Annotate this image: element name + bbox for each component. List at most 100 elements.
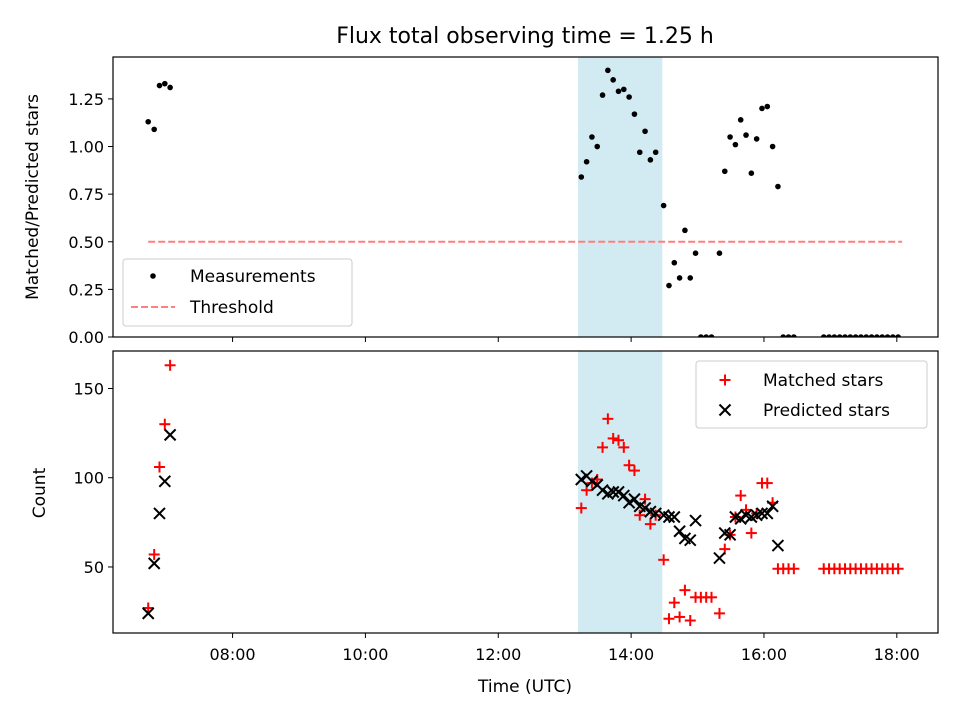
- top-y-axis-label: Matched/Predicted stars: [23, 94, 43, 300]
- predicted-point-30-b: [729, 510, 742, 524]
- bottom-axes-frame: [112, 350, 939, 634]
- measurement-point-47: [831, 334, 838, 337]
- measurement-point-43: [785, 334, 792, 337]
- predicted-point-5-b: [575, 473, 588, 486]
- predicted-point-21-b: [662, 510, 676, 524]
- measurement-point-49: [842, 334, 848, 337]
- measurement-point-28: [703, 334, 709, 337]
- measurement-point-21: [666, 282, 672, 289]
- predicted-point-11: [606, 485, 620, 499]
- legend-measurements-marker: [150, 273, 156, 279]
- measurement-point-14: [626, 94, 632, 100]
- predicted-point-1: [147, 557, 161, 570]
- matched-point-5: [575, 502, 587, 514]
- predicted-point-4-b: [163, 428, 177, 442]
- predicted-point-22: [668, 510, 681, 524]
- predicted-point-1-b: [147, 557, 161, 570]
- predicted-point-27-b: [713, 551, 726, 565]
- predicted-point-0-b: [141, 607, 155, 620]
- matched-point-10: [602, 413, 614, 425]
- legend-predicted-marker-b: [718, 403, 732, 417]
- predicted-point-24-b: [678, 532, 692, 545]
- predicted-point-4: [163, 428, 177, 442]
- measurement-point-26: [692, 250, 699, 256]
- predicted-point-7-b: [585, 475, 599, 488]
- measurement-point-44: [791, 334, 797, 337]
- top-y-tick-label-5: 1.25: [68, 90, 104, 109]
- measurement-point-8: [594, 143, 601, 150]
- bottom-y-tick-label-0: 50: [84, 558, 104, 577]
- measurement-point-56: [879, 334, 886, 337]
- predicted-point-5: [575, 473, 588, 486]
- predicted-point-35-b: [755, 507, 769, 520]
- matched-point-11: [607, 432, 619, 444]
- legend-predicted-label: Predicted stars: [763, 401, 890, 421]
- predicted-point-28-b: [718, 526, 731, 540]
- predicted-point-23: [673, 525, 686, 538]
- legend-matched-label: Matched stars: [763, 371, 883, 391]
- x-axis-label: Time (UTC): [477, 677, 572, 697]
- matched-point-16: [634, 509, 646, 521]
- predicted-point-25: [684, 533, 697, 547]
- predicted-point-16-b: [633, 500, 646, 513]
- predicted-point-14: [622, 496, 636, 509]
- matched-point-59: [892, 563, 904, 575]
- predicted-point-38-b: [771, 539, 785, 552]
- matched-point-1: [148, 548, 160, 560]
- predicted-point-26: [689, 514, 702, 527]
- matched-point-19: [650, 509, 662, 521]
- measurement-point-2: [156, 82, 163, 89]
- measurement-point-12: [615, 88, 622, 95]
- measurement-point-31: [721, 168, 728, 175]
- matched-point-29: [705, 591, 717, 603]
- bottom-x-tick-label-5: 18:00: [874, 645, 920, 664]
- measurement-point-32: [727, 134, 733, 140]
- predicted-point-20-b: [657, 508, 670, 522]
- measurement-point-45: [820, 334, 827, 337]
- top-axes-frame: [112, 56, 939, 338]
- measurement-point-42: [780, 334, 787, 337]
- predicted-point-9: [596, 484, 609, 497]
- predicted-point-27: [713, 551, 726, 565]
- measurement-point-33: [732, 141, 739, 148]
- measurement-point-58: [890, 334, 896, 337]
- matched-point-39: [761, 477, 773, 489]
- matched-point-15: [628, 465, 640, 477]
- measurement-point-19: [652, 149, 659, 156]
- matched-point-18: [644, 518, 656, 530]
- bottom-x-tick-label-3: 14:00: [608, 645, 654, 664]
- matched-point-9: [597, 441, 609, 453]
- measurement-point-4: [167, 84, 173, 91]
- matched-point-25: [684, 615, 696, 627]
- measurement-point-51: [852, 334, 859, 337]
- predicted-point-38: [771, 539, 785, 552]
- measurement-point-59: [895, 334, 901, 337]
- predicted-point-31-b: [734, 512, 747, 525]
- measurement-point-0: [145, 118, 152, 125]
- predicted-point-15-b: [628, 492, 641, 506]
- measurement-point-52: [858, 334, 864, 337]
- measurement-point-54: [868, 334, 875, 337]
- top-panel: Matched/Predicted stars 0.00 0.25 0.50 0.75…: [23, 56, 939, 347]
- measurement-point-53: [863, 334, 870, 337]
- legend-matched-marker: [719, 374, 731, 386]
- predicted-point-32-b: [739, 508, 753, 522]
- bottom-x-tick-label-1: 10:00: [342, 645, 388, 664]
- predicted-point-36-b: [761, 507, 774, 520]
- matched-point-21: [663, 613, 675, 625]
- matched-point-36: [745, 527, 757, 539]
- predicted-point-37: [766, 500, 779, 513]
- predicted-stars-series: [141, 428, 785, 620]
- measurement-point-10: [605, 67, 611, 74]
- chart-title: Flux total observing time = 1.25 h: [336, 24, 714, 49]
- matched-point-34: [735, 490, 747, 502]
- measurement-point-34: [737, 117, 744, 123]
- measurement-point-20: [660, 202, 667, 209]
- bottom-x-tick-label-2: 12:00: [475, 645, 521, 664]
- predicted-point-11-b: [606, 485, 620, 499]
- matched-point-22: [668, 597, 680, 609]
- measurement-point-38: [759, 105, 765, 112]
- measurement-point-30: [716, 250, 723, 256]
- measurement-point-11: [610, 77, 616, 83]
